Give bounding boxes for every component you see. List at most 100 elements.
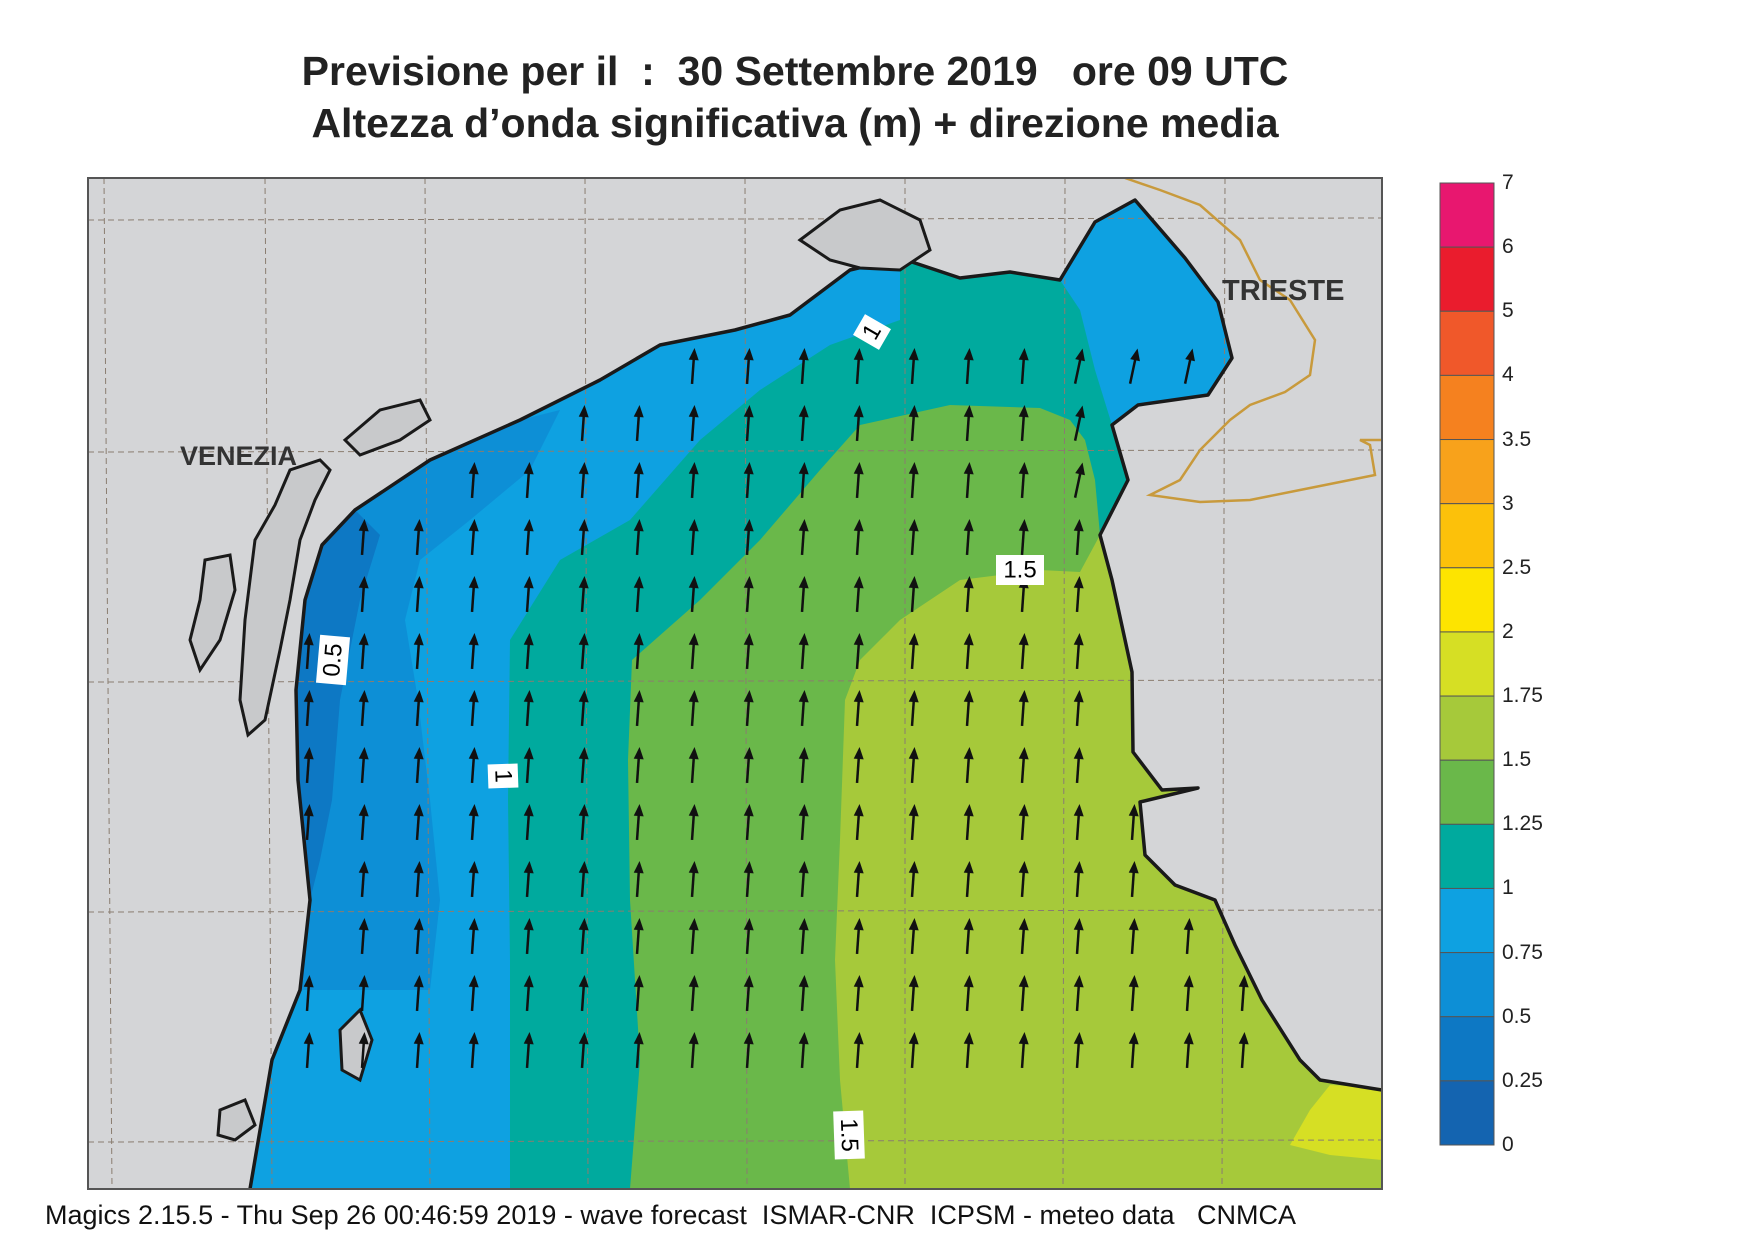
wave-direction-arrow <box>798 576 809 613</box>
wave-direction-arrow <box>303 633 314 670</box>
place-label-venezia: VENEZIA <box>180 441 297 471</box>
chart-title-line-2: Altezza d’onda significativa (m) + direz… <box>311 100 1279 146</box>
wave-direction-arrow <box>743 690 754 727</box>
wave-direction-arrow <box>1018 804 1029 841</box>
wave-direction-arrow <box>523 633 534 670</box>
venice-lagoon-outlines <box>188 198 932 1142</box>
wave-direction-arrow <box>633 690 644 727</box>
wave-direction-arrow <box>523 975 534 1012</box>
wave-direction-arrow <box>1073 1032 1084 1069</box>
wave-direction-arrow <box>963 519 974 556</box>
wave-direction-arrow <box>908 405 919 442</box>
colorbar-swatch <box>1439 759 1495 825</box>
wave-direction-arrow <box>908 576 919 613</box>
wave-direction-arrow <box>358 975 369 1012</box>
wave-direction-arrow <box>578 1032 589 1069</box>
wave-direction-arrow <box>1073 804 1084 841</box>
wave-direction-arrow <box>963 576 974 613</box>
contour-label-1-central: 1 <box>489 769 516 783</box>
wave-direction-arrow <box>578 975 589 1012</box>
wave-direction-arrow <box>633 804 644 841</box>
wave-direction-arrow <box>908 519 919 556</box>
wave-direction-arrow <box>798 861 809 898</box>
colorbar-swatch <box>1439 310 1495 376</box>
wave-direction-arrow <box>468 576 479 613</box>
wave-direction-arrow <box>468 861 479 898</box>
wave-direction-arrow <box>413 861 424 898</box>
wave-direction-arrow <box>413 918 424 955</box>
wave-direction-arrow <box>523 576 534 613</box>
wave-direction-arrow <box>688 348 699 385</box>
wave-direction-arrow <box>1018 1032 1029 1069</box>
wave-direction-arrow <box>963 690 974 727</box>
wave-direction-arrow <box>798 690 809 727</box>
colorbar-tick-label: 0.25 <box>1502 1068 1543 1092</box>
colorbar-tick-label: 0.75 <box>1502 940 1543 964</box>
wave-direction-arrow <box>908 690 919 727</box>
wave-direction-arrow <box>908 804 919 841</box>
wave-direction-arrow <box>523 747 534 784</box>
wave-direction-arrow <box>578 861 589 898</box>
wave-direction-arrow <box>743 861 754 898</box>
colorbar-swatch <box>1439 631 1495 697</box>
colorbar-tick-label: 1.5 <box>1502 748 1532 772</box>
wave-direction-arrow <box>1018 975 1029 1012</box>
wave-direction-arrow <box>413 804 424 841</box>
wave-direction-arrow <box>468 690 479 727</box>
wave-direction-arrow <box>1018 348 1029 385</box>
graticule <box>88 178 1382 1189</box>
colorbar-swatch <box>1439 695 1495 761</box>
wave-direction-arrow <box>963 1032 974 1069</box>
wave-direction-arrow <box>908 1032 919 1069</box>
wave-direction-arrow <box>1073 519 1084 556</box>
wave-direction-arrow <box>523 462 534 499</box>
wave-direction-arrow <box>1128 918 1139 955</box>
wave-direction-arrow <box>413 519 424 556</box>
colorbar-tick-label: 0.5 <box>1502 1004 1532 1028</box>
footer-credits: Magics 2.15.5 - Thu Sep 26 00:46:59 2019… <box>45 1200 1297 1230</box>
wave-direction-arrow <box>633 918 644 955</box>
wave-direction-arrow <box>853 519 864 556</box>
wave-direction-arrow <box>688 633 699 670</box>
wave-direction-arrow <box>578 918 589 955</box>
wave-direction-arrows <box>303 348 1249 1069</box>
band-025-05 <box>296 510 380 900</box>
wave-direction-arrow <box>908 633 919 670</box>
wave-direction-arrow <box>908 747 919 784</box>
wave-direction-arrow <box>1128 975 1139 1012</box>
wave-direction-arrow <box>798 975 809 1012</box>
wave-direction-arrow <box>633 975 644 1012</box>
wave-direction-arrow <box>853 747 864 784</box>
wave-direction-arrow <box>1018 747 1029 784</box>
wave-direction-arrow <box>578 804 589 841</box>
colorbar-swatch <box>1439 567 1495 633</box>
wave-direction-arrow <box>633 633 644 670</box>
wave-direction-arrow <box>1073 462 1085 498</box>
wave-direction-arrow <box>688 690 699 727</box>
wave-direction-arrow <box>358 690 369 727</box>
colorbar-tick-label: 5 <box>1502 299 1514 323</box>
colorbar-swatch <box>1439 246 1495 312</box>
wave-direction-arrow <box>743 633 754 670</box>
wave-direction-arrow <box>578 462 589 499</box>
contour-labels: 1 0.5 1 1.5 1.5 <box>315 314 1044 1160</box>
wave-direction-arrow <box>688 918 699 955</box>
wave-direction-arrow <box>633 861 644 898</box>
wave-direction-arrow <box>688 519 699 556</box>
wave-direction-arrow <box>688 1032 699 1069</box>
wave-direction-arrow <box>743 348 754 385</box>
wave-direction-arrow <box>468 633 479 670</box>
wave-direction-arrow <box>743 804 754 841</box>
wave-direction-arrow <box>413 975 424 1012</box>
colorbar-tick-label: 4 <box>1502 363 1514 387</box>
colorbar-tick-label: 6 <box>1502 235 1514 259</box>
wave-direction-arrow <box>743 462 754 499</box>
map-content <box>88 178 1382 1189</box>
colorbar-tick-label: 0 <box>1502 1133 1514 1156</box>
band-175-2 <box>1290 1085 1382 1160</box>
colorbar-swatch <box>1439 823 1495 889</box>
wave-direction-arrow <box>633 1032 644 1069</box>
wave-direction-arrow <box>358 747 369 784</box>
wave-direction-arrow <box>633 519 644 556</box>
wave-direction-arrow <box>523 918 534 955</box>
